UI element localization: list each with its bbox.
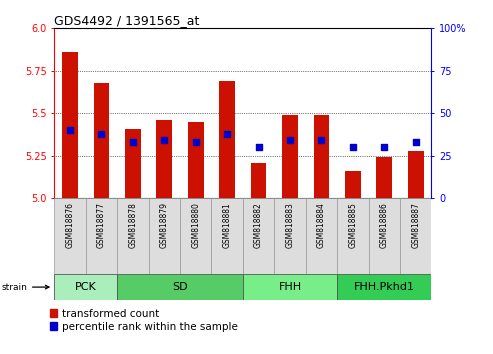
FancyBboxPatch shape bbox=[180, 198, 211, 274]
Point bbox=[223, 131, 231, 137]
FancyBboxPatch shape bbox=[274, 198, 306, 274]
Text: GSM818879: GSM818879 bbox=[160, 202, 169, 248]
FancyBboxPatch shape bbox=[117, 198, 148, 274]
Text: GSM818885: GSM818885 bbox=[348, 202, 357, 248]
Bar bbox=[62, 52, 78, 198]
Bar bbox=[376, 158, 392, 198]
FancyBboxPatch shape bbox=[54, 274, 117, 300]
Bar bbox=[345, 171, 361, 198]
Point bbox=[192, 139, 200, 145]
Legend: transformed count, percentile rank within the sample: transformed count, percentile rank withi… bbox=[50, 309, 238, 332]
FancyBboxPatch shape bbox=[400, 198, 431, 274]
Bar bbox=[250, 162, 266, 198]
Bar bbox=[156, 120, 172, 198]
FancyBboxPatch shape bbox=[86, 198, 117, 274]
Point bbox=[254, 144, 262, 150]
Text: GDS4492 / 1391565_at: GDS4492 / 1391565_at bbox=[54, 14, 200, 27]
Bar bbox=[314, 115, 329, 198]
FancyBboxPatch shape bbox=[117, 274, 243, 300]
Bar bbox=[282, 115, 298, 198]
Point bbox=[317, 138, 325, 143]
Point bbox=[412, 139, 420, 145]
Text: GSM818877: GSM818877 bbox=[97, 202, 106, 248]
Point bbox=[380, 144, 388, 150]
Text: PCK: PCK bbox=[75, 282, 97, 292]
Text: FHH: FHH bbox=[279, 282, 302, 292]
Bar bbox=[188, 122, 204, 198]
FancyBboxPatch shape bbox=[211, 198, 243, 274]
FancyBboxPatch shape bbox=[337, 198, 368, 274]
Point bbox=[66, 127, 74, 133]
Point bbox=[98, 131, 106, 137]
Text: GSM818876: GSM818876 bbox=[66, 202, 74, 248]
Text: GSM818881: GSM818881 bbox=[222, 202, 232, 248]
Text: GSM818882: GSM818882 bbox=[254, 202, 263, 248]
Bar bbox=[94, 83, 109, 198]
FancyBboxPatch shape bbox=[148, 198, 180, 274]
FancyBboxPatch shape bbox=[243, 198, 274, 274]
Text: GSM818880: GSM818880 bbox=[191, 202, 200, 248]
Text: GSM818878: GSM818878 bbox=[128, 202, 138, 248]
Text: GSM818883: GSM818883 bbox=[285, 202, 294, 248]
Text: strain: strain bbox=[1, 282, 49, 292]
Bar bbox=[219, 81, 235, 198]
Bar bbox=[408, 151, 423, 198]
FancyBboxPatch shape bbox=[368, 198, 400, 274]
FancyBboxPatch shape bbox=[337, 274, 431, 300]
FancyBboxPatch shape bbox=[54, 198, 86, 274]
Text: GSM818886: GSM818886 bbox=[380, 202, 389, 248]
Point bbox=[129, 139, 137, 145]
Point bbox=[286, 138, 294, 143]
Point bbox=[160, 138, 168, 143]
Text: GSM818884: GSM818884 bbox=[317, 202, 326, 248]
Point bbox=[349, 144, 357, 150]
FancyBboxPatch shape bbox=[243, 274, 337, 300]
Text: FHH.Pkhd1: FHH.Pkhd1 bbox=[354, 282, 415, 292]
Bar bbox=[125, 129, 141, 198]
Text: GSM818887: GSM818887 bbox=[411, 202, 420, 248]
Text: SD: SD bbox=[172, 282, 188, 292]
FancyBboxPatch shape bbox=[306, 198, 337, 274]
